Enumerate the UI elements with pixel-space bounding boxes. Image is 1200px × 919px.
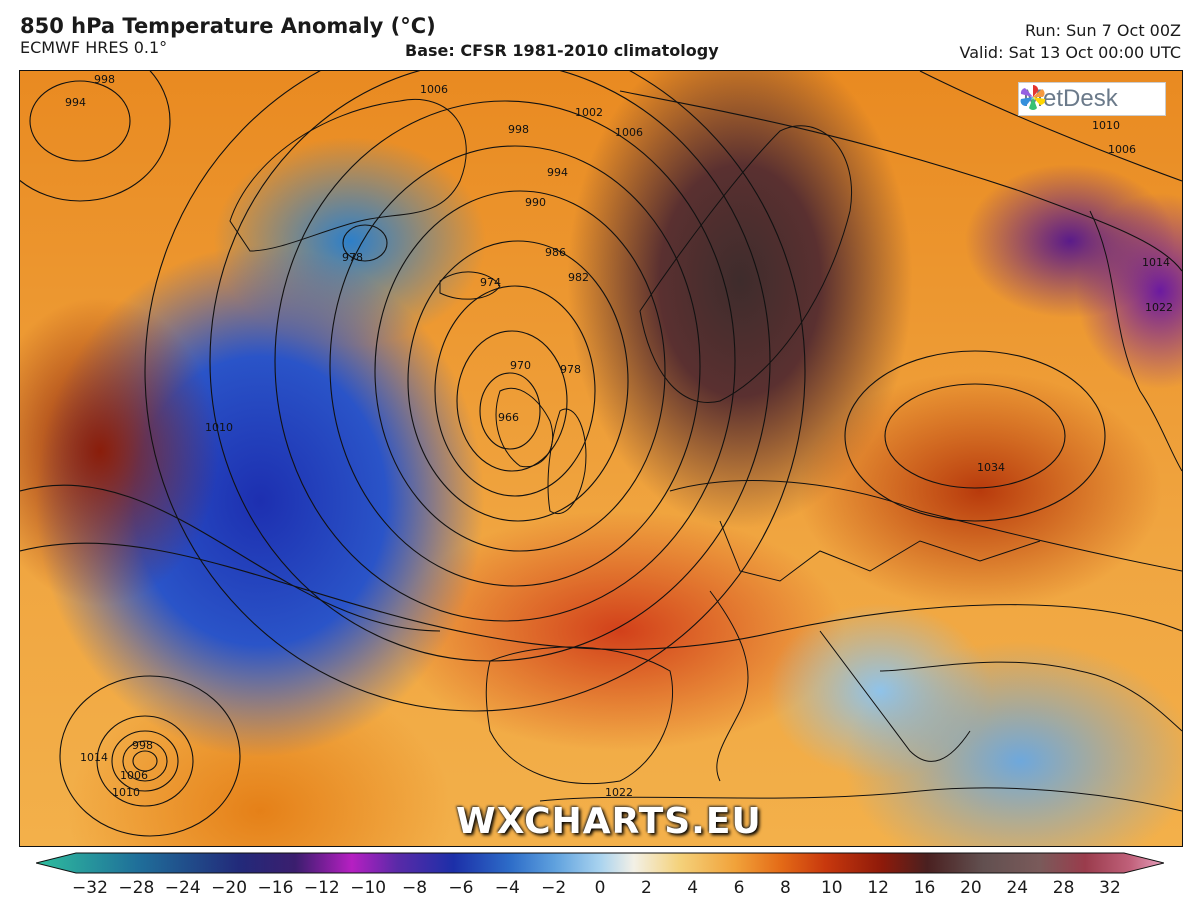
colorbar-tick-label: −24	[164, 878, 201, 898]
isobar-label: 998	[508, 123, 529, 136]
coastlines	[229, 99, 1182, 812]
isobar-label: 1010	[112, 786, 140, 799]
colorbar-tick-label: 32	[1099, 878, 1121, 898]
colorbar-tick-label: −28	[118, 878, 155, 898]
isobar-label: 1002	[575, 106, 603, 119]
colorbar-tick-label: 12	[867, 878, 889, 898]
isobar-label: 978	[342, 251, 363, 264]
isobar-labels: 994 998 1006 1002 1006 998 994 990 986 9…	[65, 73, 1173, 799]
temperature-anomaly-map[interactable]: 994 998 1006 1002 1006 998 994 990 986 9…	[19, 70, 1183, 847]
isobar-label: 982	[568, 271, 589, 284]
colorbar-tick-label: 24	[1006, 878, 1029, 898]
colorbar-tick-label: 8	[780, 878, 791, 898]
isobar-label: 1022	[1145, 301, 1173, 314]
isobar-label: 990	[525, 196, 546, 209]
isobar-label: 994	[547, 166, 568, 179]
wxcharts-watermark: WXCHARTS.EU	[456, 801, 762, 842]
map-title: 850 hPa Temperature Anomaly (°C)	[20, 14, 436, 38]
isobar-label: 1014	[80, 751, 108, 764]
isobar-label: 970	[510, 359, 531, 372]
isobar-label: 1022	[605, 786, 633, 799]
isobar-label: 974	[480, 276, 501, 289]
colorbar-tick-labels: −32 −28 −24 −20 −16 −12 −10 −8 −6 −4 −2 0 2 4 6 8 10 12 16…	[0, 876, 1200, 906]
colorbar-tick-label: −20	[211, 878, 248, 898]
header-left: 850 hPa Temperature Anomaly (°C) ECMWF H…	[20, 14, 436, 58]
isobar-label: 1006	[615, 126, 643, 139]
map-overlay: 994 998 1006 1002 1006 998 994 990 986 9…	[20, 71, 1182, 837]
run-label: Run: Sun 7 Oct 00Z	[1024, 21, 1181, 40]
isobar-lines	[20, 71, 1182, 837]
metdesk-pinwheel-icon	[1020, 84, 1046, 110]
isobar-label: 1006	[1108, 143, 1136, 156]
colorbar-tick-label: 20	[960, 878, 982, 898]
model-label: ECMWF HRES 0.1°	[20, 38, 168, 57]
isobar-label: 998	[132, 739, 153, 752]
climatology-base-label: Base: CFSR 1981-2010 climatology	[405, 41, 719, 60]
colorbar-tick-label: 6	[733, 878, 745, 898]
header-right: Run: Sun 7 Oct 00Z Valid: Sat 13 Oct 00:…	[960, 20, 1181, 64]
colorbar-tick-label: 2	[640, 878, 652, 898]
colorbar-tick-label: −32	[72, 878, 108, 898]
isobar-label: 1006	[420, 83, 448, 96]
isobar-label: 998	[94, 73, 115, 86]
isobar-label: 1014	[1142, 256, 1170, 269]
metdesk-logo: MetDesk	[1018, 82, 1166, 116]
isobar-label: 994	[65, 96, 86, 109]
isobar-label: 966	[498, 411, 519, 424]
isobar-label: 1006	[120, 769, 148, 782]
colorbar-tick-label: 16	[913, 878, 936, 898]
colorbar-tick-label: 28	[1052, 878, 1075, 898]
isobar-label: 1010	[205, 421, 233, 434]
colorbar-tick-label: 4	[687, 878, 699, 898]
colorbar-tick-label: −12	[303, 878, 340, 898]
colorbar-tick-label: −16	[257, 878, 294, 898]
colorbar-tick-label: −4	[494, 878, 520, 898]
isobar-label: 1010	[1092, 119, 1120, 132]
isobar-label: 1034	[977, 461, 1005, 474]
colorbar-tick-label: 0	[594, 878, 606, 898]
colorbar-tick-label: −6	[448, 878, 474, 898]
isobar-label: 978	[560, 363, 581, 376]
colorbar	[36, 852, 1164, 874]
colorbar-tick-label: 10	[820, 878, 843, 898]
valid-time-label: Valid: Sat 13 Oct 00:00 UTC	[959, 43, 1181, 62]
isobar-label: 986	[545, 246, 566, 259]
colorbar-tick-label: −2	[541, 878, 567, 898]
colorbar-tick-label: −8	[402, 878, 428, 898]
colorbar-tick-label: −10	[350, 878, 387, 898]
